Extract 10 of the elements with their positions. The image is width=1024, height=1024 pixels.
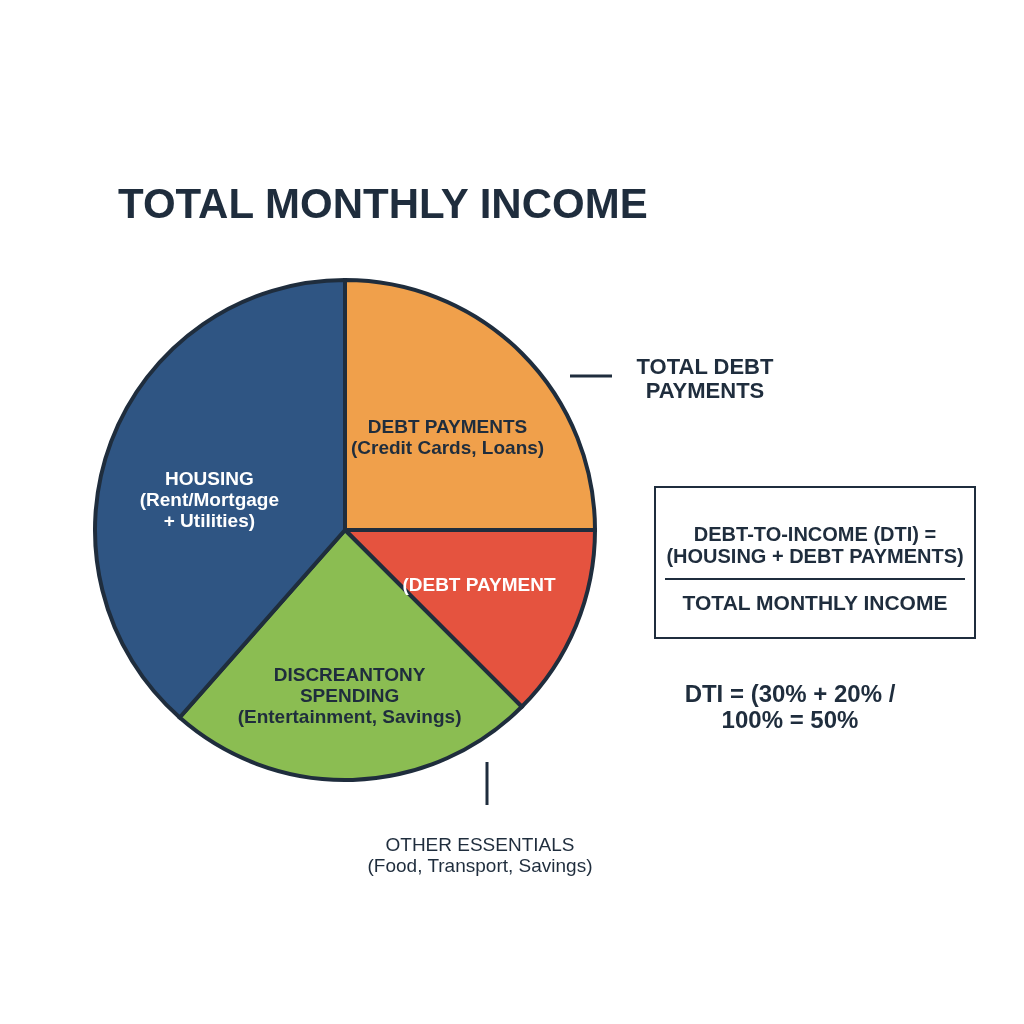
text: DTI = (30% + 20% / 100% = 50% (684, 680, 896, 733)
slice-label: (DEBT PAYMENT (402, 574, 556, 596)
text: TOTAL MONTHLY INCOME (682, 591, 948, 614)
text: OTHER ESSENTIALS (Food, Transport, Savings) (367, 834, 593, 876)
chart-title: TOTAL MONTHLY INCOME (118, 180, 648, 227)
slice-label: HOUSING (Rent/Mortgage + Utilities) (139, 467, 280, 531)
text: DEBT-TO-INCOME (DTI) = (HOUSING + DEBT PAYMENTS) (666, 523, 964, 567)
slice-label: DISCREANTONY SPENDING (Entertainment, Savings) (237, 663, 462, 727)
slice-label: DEBT PAYMENTS (Credit Cards, Loans) (350, 416, 545, 459)
text: TOTAL DEBT PAYMENTS (636, 354, 774, 403)
